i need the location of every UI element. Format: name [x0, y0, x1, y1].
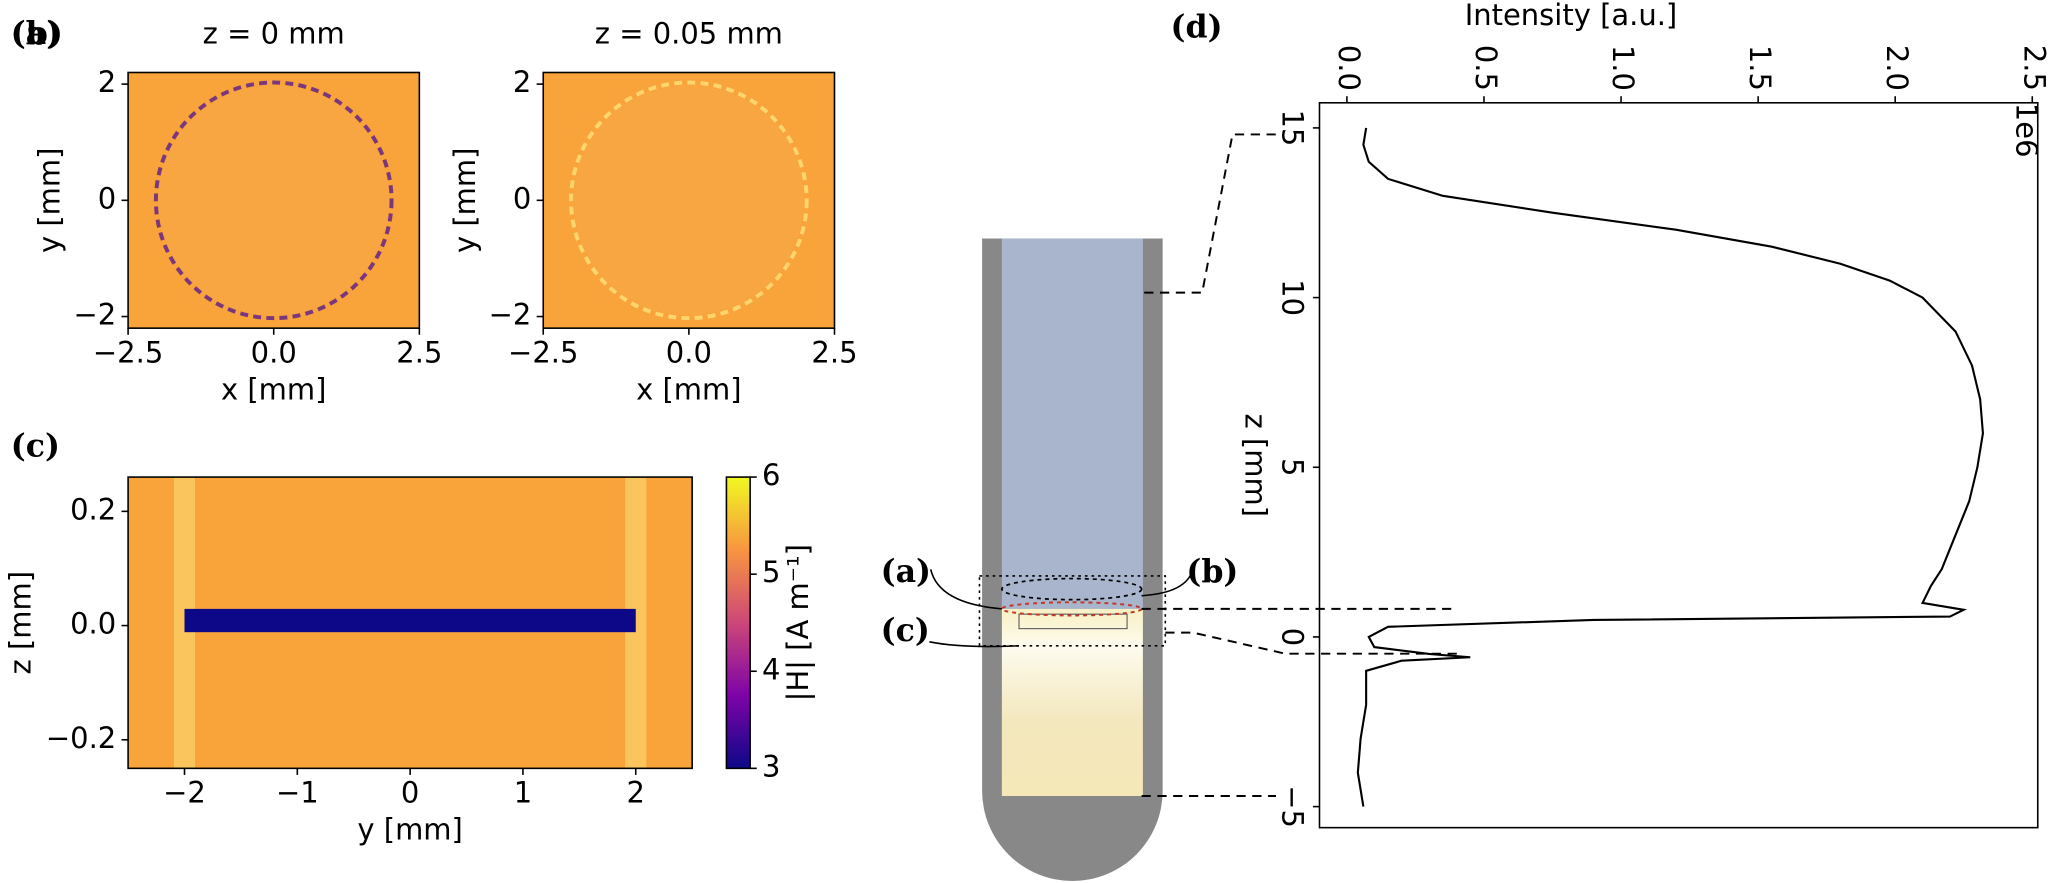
x-tick-label: 2.5 [811, 336, 857, 370]
y-tick-label: 0 [513, 181, 531, 215]
x-axis-label: y [mm] [357, 813, 462, 847]
diagram-label: (a) [881, 553, 931, 590]
colorbar-tick-label: 6 [762, 458, 780, 492]
y-axis-label: z [mm] [4, 571, 38, 675]
disc [573, 85, 805, 316]
panel-label: (b) [11, 15, 63, 52]
x-tick-label: 1.5 [1743, 45, 1777, 91]
x-tick-label: 1 [514, 776, 532, 810]
colorbar-tick-label: 5 [762, 555, 780, 589]
diagram-label: (c) [881, 612, 930, 649]
x-tick-label: 0.5 [1469, 45, 1503, 91]
x-tick-label: −2.5 [508, 336, 578, 370]
colorbar-tick-label: 3 [762, 749, 780, 783]
y-axis-label: y [mm] [33, 148, 67, 253]
y-tick-label: 0 [1275, 628, 1309, 646]
x-tick-label: 0.0 [1332, 45, 1366, 91]
chart-title: z = 0.05 mm [595, 17, 783, 51]
y-tick-label: 15 [1275, 109, 1309, 146]
colorbar-tick-label: 4 [762, 652, 780, 686]
panel-label: (c) [11, 428, 60, 465]
panel-label: (a) [11, 15, 61, 52]
y-tick-label: 2 [513, 65, 531, 99]
y-tick-label: 5 [1275, 458, 1309, 476]
y-tick-label: 2 [98, 65, 116, 99]
y-axis-label: z [mm] [1239, 413, 1273, 517]
y-tick-label: 0.0 [70, 607, 116, 641]
y-tick-label: −0.2 [46, 721, 116, 755]
x-axis-label: x [mm] [636, 372, 741, 406]
x-tick-label: 2 [627, 776, 645, 810]
disc-edge [569, 80, 809, 321]
chart-title: z = 0 mm [203, 17, 345, 51]
x-tick-label: 2.0 [1880, 45, 1914, 91]
x-tick-label: 2.5 [2017, 45, 2051, 91]
y-axis-label: y [mm] [448, 148, 482, 253]
offset-label: 1e6 [2010, 103, 2044, 158]
y-tick-label: 0 [98, 181, 116, 215]
axes-frame [1318, 102, 2039, 829]
intensity-line [1356, 127, 1984, 807]
x-tick-label: 1.0 [1606, 45, 1640, 91]
x-tick-label: 0.0 [251, 336, 297, 370]
colorbar [726, 477, 751, 769]
x-tick-label: 0 [401, 776, 419, 810]
x-tick-label: −2.5 [93, 336, 163, 370]
disc-edge [153, 80, 394, 321]
x-axis-label: x [mm] [221, 372, 326, 406]
x-tick-label: 2.5 [396, 336, 442, 370]
panel-label: (d) [1171, 8, 1223, 45]
x-axis-label: Intensity [a.u.] [1465, 0, 1678, 32]
x-tick-label: −2 [163, 776, 206, 810]
tube-diagram: (a) (b) (c) [881, 133, 1458, 882]
y-tick-label: 10 [1275, 279, 1309, 316]
y-tick-label: −2 [489, 298, 532, 332]
disc [158, 85, 389, 316]
y-tick-label: 0.2 [70, 492, 116, 526]
disc-slice [184, 608, 636, 633]
diagram-label: (b) [1186, 553, 1238, 590]
colorbar-frame [725, 476, 751, 770]
y-tick-label: −5 [1275, 785, 1309, 828]
colorbar-label: |H| [A m⁻¹] [781, 544, 815, 701]
x-tick-label: 0.0 [666, 336, 712, 370]
x-tick-label: −1 [276, 776, 319, 810]
y-tick-label: −2 [73, 298, 116, 332]
